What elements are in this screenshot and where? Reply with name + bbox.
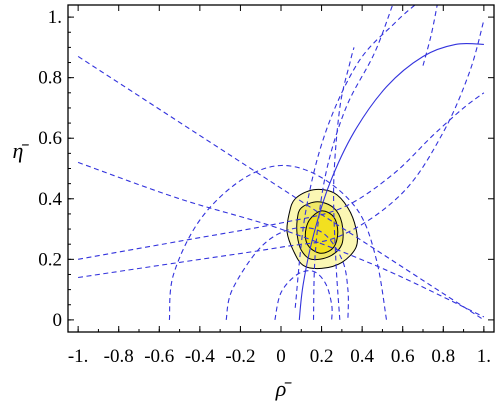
x-tick-label: -1. [68,346,89,367]
plot-frame [67,4,495,333]
y-tick-label: 1. [48,7,62,28]
x-axis-label: ρ̄ [275,376,293,401]
y-tick-label: 0.4 [38,189,62,210]
x-tick-label: -0.2 [225,346,255,367]
y-axis-label: η̄ [13,138,30,163]
allowed-regions [286,188,358,270]
dashed-constraint-curve-6 [225,227,349,321]
x-tick-labels: -1. -0.8 -0.6 -0.4 -0.2 0 0.2 0.4 0.6 0.8 1. [68,346,491,367]
x-tick-label: -0.4 [185,346,216,367]
x-tick-label: -0.6 [144,346,174,367]
y-tick-labels: 0 0.2 0.4 0.6 0.8 1. [38,7,62,331]
dashed-constraint-curve-1 [77,56,485,321]
x-tick-label: 1. [477,346,491,367]
dashed-constraint-curve-10 [333,47,355,320]
dashed-constraint-curve-2 [77,161,485,318]
dashed-constraint-curve-3 [78,19,485,279]
dashed-constraint-curve-5 [168,164,388,320]
y-tick-label: 0 [53,310,63,331]
y-tick-label: 0.8 [38,68,62,89]
solid-constraint-curve-0 [298,42,484,320]
dashed-constraint-curve-11 [422,5,438,66]
dashed-constraint-curve-7 [274,270,333,321]
y-tick-label: 0.6 [38,128,62,149]
dashed-constraint-curve-8 [294,5,416,308]
dashed-constraint-curve-9 [312,5,394,320]
dashed-constraint-curve-4 [78,92,485,260]
x-tick-label: 0.8 [431,346,455,367]
x-tick-label: 0 [276,346,286,367]
y-tick-label: 0.2 [38,249,62,270]
x-tick-label: 0.4 [350,346,374,367]
x-tick-label: 0.2 [310,346,334,367]
axis-ticks [68,5,494,332]
x-tick-label: -0.8 [104,346,134,367]
constraint-curves [77,5,485,321]
x-tick-label: 0.6 [391,346,415,367]
